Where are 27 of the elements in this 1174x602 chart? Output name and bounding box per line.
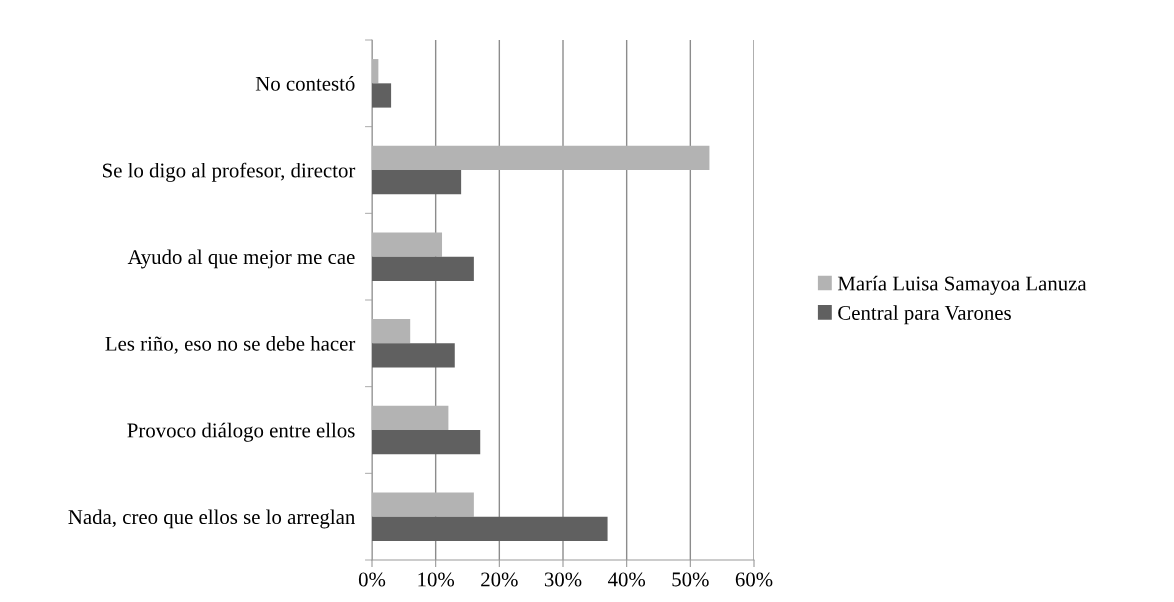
bar: [372, 430, 481, 455]
x-tick-label: 30%: [544, 572, 582, 587]
x-tick-label: 50%: [672, 572, 709, 587]
legend-label: María Luisa Samayoa Lanuza: [837, 275, 1087, 295]
bar: [372, 319, 411, 344]
bar: [372, 170, 462, 195]
y-tick-label: Ayudo al que mejor me cae: [127, 249, 355, 269]
bar: [372, 232, 443, 257]
bar: [372, 59, 379, 84]
y-tick-label: No contestó: [255, 76, 355, 91]
bar: [372, 145, 710, 170]
bar: [372, 256, 474, 281]
bar: [372, 516, 608, 541]
bar: [372, 343, 455, 368]
x-tick-label: 10%: [418, 572, 455, 587]
x-tick-label: 60%: [735, 572, 773, 587]
legend-label: Central para Varones: [838, 305, 1011, 325]
x-tick-label: 0%: [358, 572, 386, 587]
y-tick-label: Nada, creo que ellos se lo arreglan: [68, 509, 356, 529]
x-tick-label: 20%: [481, 572, 518, 587]
y-tick-label: Se lo digo al profesor, director: [103, 162, 356, 182]
bar: [372, 492, 474, 517]
bar: [372, 405, 449, 430]
x-tick-label: 40%: [607, 572, 646, 587]
y-tick-label: Provoco diálogo entre ellos: [127, 422, 355, 442]
bar: [372, 83, 392, 108]
y-tick-label: Les riño, eso no se debe hacer: [105, 336, 356, 354]
